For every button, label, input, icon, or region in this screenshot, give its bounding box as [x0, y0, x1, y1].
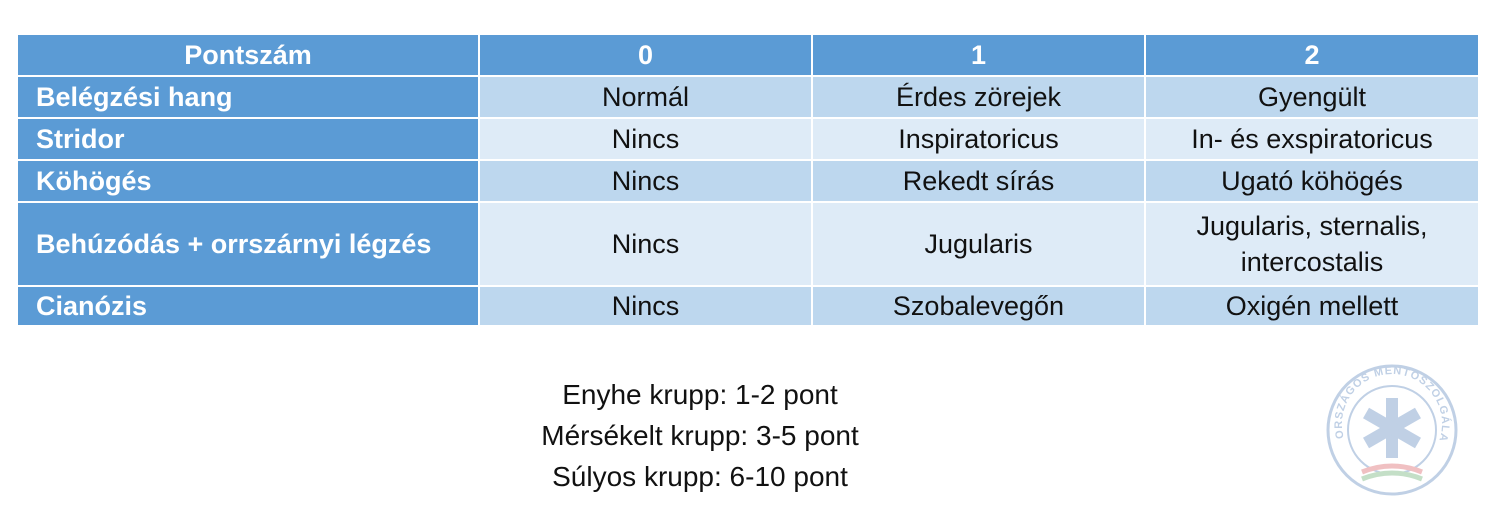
- table-cell: In- és exspiratoricus: [1144, 117, 1480, 161]
- header-0: 0: [478, 33, 813, 77]
- table-cell: Szobalevegőn: [811, 285, 1146, 327]
- table-cell: Ugató köhögés: [1144, 159, 1480, 203]
- summary-line-severe: Súlyos krupp: 6-10 pont: [552, 461, 848, 492]
- ambulance-service-logo: ORSZÁGOS MENTŐSZOLGÁLAT: [1322, 360, 1458, 496]
- cell-line: Jugularis, sternalis,: [1196, 211, 1428, 241]
- star-of-life-icon: [1363, 398, 1421, 458]
- row-label: Köhögés: [16, 159, 480, 203]
- table-header-row: Pontszám 0 1 2: [16, 33, 1480, 77]
- table-row: Köhögés Nincs Rekedt sírás Ugató köhögés: [16, 159, 1480, 203]
- table-row: Stridor Nincs Inspiratoricus In- és exsp…: [16, 117, 1480, 161]
- table-cell: Nincs: [478, 285, 813, 327]
- table-row: Belégzési hang Normál Érdes zörejek Gyen…: [16, 75, 1480, 119]
- table-cell: Jugularis, sternalis, intercostalis: [1144, 201, 1480, 287]
- row-label: Belégzési hang: [16, 75, 480, 119]
- croup-score-table: Pontszám 0 1 2 Belégzési hang Normál Érd…: [16, 33, 1480, 327]
- severity-summary: Enyhe krupp: 1-2 pont Mérsékelt krupp: 3…: [400, 374, 1000, 497]
- table-cell: Gyengült: [1144, 75, 1480, 119]
- table-cell: Rekedt sírás: [811, 159, 1146, 203]
- header-1: 1: [811, 33, 1146, 77]
- table-cell: Oxigén mellett: [1144, 285, 1480, 327]
- cell-line: intercostalis: [1240, 247, 1384, 277]
- header-2: 2: [1144, 33, 1480, 77]
- summary-line-moderate: Mérsékelt krupp: 3-5 pont: [541, 420, 859, 451]
- table-row: Behúzódás + orrszárnyi légzés Nincs Jugu…: [16, 201, 1480, 287]
- table-row: Cianózis Nincs Szobalevegőn Oxigén melle…: [16, 285, 1480, 327]
- header-score: Pontszám: [16, 33, 480, 77]
- table-cell: Nincs: [478, 117, 813, 161]
- table-cell: Jugularis: [811, 201, 1146, 287]
- summary-line-mild: Enyhe krupp: 1-2 pont: [562, 379, 838, 410]
- row-label: Cianózis: [16, 285, 480, 327]
- table-cell: Normál: [478, 75, 813, 119]
- table-cell: Nincs: [478, 159, 813, 203]
- row-label: Behúzódás + orrszárnyi légzés: [16, 201, 480, 287]
- row-label: Stridor: [16, 117, 480, 161]
- table-cell: Inspiratoricus: [811, 117, 1146, 161]
- table-cell: Érdes zörejek: [811, 75, 1146, 119]
- table-cell: Nincs: [478, 201, 813, 287]
